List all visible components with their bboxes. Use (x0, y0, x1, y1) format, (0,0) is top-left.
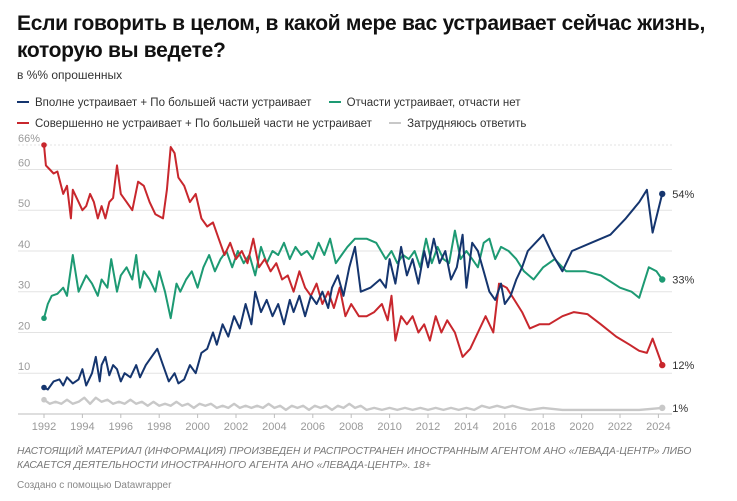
y-tick-label-20: 20 (18, 320, 30, 332)
x-tick-label-2014: 2014 (454, 421, 478, 433)
x-tick-label-2002: 2002 (224, 421, 248, 433)
series-end-point-0 (659, 190, 666, 198)
series-start-point-1 (41, 315, 47, 322)
y-tick-label-30: 30 (18, 280, 30, 292)
legend-label-satisfied: Вполне устраивает + По большей части уст… (35, 97, 312, 109)
series-end-point-2 (659, 361, 666, 369)
series-end-label-1: 33% (672, 275, 694, 287)
series-end-point-1 (659, 276, 666, 283)
legend-label-undecided: Затрудняюсь ответить (407, 118, 527, 130)
series-end-point-3 (659, 404, 666, 412)
legend-swatch-partly (328, 100, 341, 104)
legend-label-dissatisfied: Совершенно не устраивает + По большей ча… (35, 118, 372, 130)
y-axis: 10 20 30 40 50 60 66% (18, 133, 40, 373)
series-end-label-3: 1% (672, 403, 688, 415)
legend-item-dissatisfied: Совершенно не устраивает + По большей ча… (17, 114, 372, 135)
x-tick-label-2016: 2016 (493, 421, 517, 433)
legend-item-satisfied: Вполне устраивает + По большей части уст… (17, 93, 311, 114)
x-axis: 1992 1994 1996 1998 2000 2002 2004 2006 2008 2010… (32, 414, 671, 433)
legend-item-undecided: Затрудняюсь ответить (389, 114, 526, 135)
series-line-2 (43, 144, 664, 367)
x-tick-label-2010: 2010 (377, 421, 401, 433)
y-tick-label-10: 10 (18, 361, 30, 373)
x-tick-label-2006: 2006 (301, 421, 325, 433)
x-tick-label-2008: 2008 (339, 421, 363, 433)
legend-swatch-dissatisfied (17, 121, 29, 125)
chart-legend: Вполне устраивает + По большей части уст… (17, 93, 717, 135)
y-tick-label-50: 50 (18, 198, 30, 210)
series-line-0 (43, 188, 664, 391)
x-tick-label-1992: 1992 (32, 421, 56, 433)
series-start-point-0 (41, 384, 47, 391)
series-lines (42, 144, 664, 412)
credit-text: Создано с помощью Datawrapper (17, 480, 172, 491)
series-start-point-2 (41, 142, 47, 148)
x-tick-label-2020: 2020 (569, 421, 593, 433)
legend-item-partly: Отчасти устраивает, отчасти нет (328, 93, 521, 114)
x-tick-label-2024: 2024 (646, 421, 670, 433)
series-line-1 (43, 229, 664, 320)
x-tick-label-1996: 1996 (109, 421, 133, 433)
x-tick-label-1994: 1994 (70, 421, 94, 433)
y-tick-label-66: 66% (18, 133, 40, 145)
x-tick-label-2004: 2004 (262, 421, 286, 433)
series-line-3 (42, 396, 664, 412)
series-start-point-3 (41, 396, 47, 403)
legend-swatch-satisfied (17, 100, 29, 104)
end-markers: 1% 33% 12% 54% (41, 142, 694, 415)
x-tick-label-1998: 1998 (147, 421, 171, 433)
y-tick-label-60: 60 (18, 157, 30, 169)
x-tick-label-2022: 2022 (608, 421, 632, 433)
grid-lines (18, 144, 672, 415)
legend-swatch-undecided (389, 121, 402, 125)
chart-title: Если говорить в целом, в какой мере вас … (17, 12, 706, 62)
footnote-disclaimer: НАСТОЯЩИЙ МАТЕРИАЛ (ИНФОРМАЦИЯ) ПРОИЗВЕД… (17, 446, 692, 471)
series-end-label-2: 12% (672, 360, 694, 372)
y-tick-label-40: 40 (18, 239, 30, 251)
x-tick-label-2000: 2000 (185, 421, 209, 433)
series-end-label-0: 54% (672, 189, 694, 201)
x-tick-label-2012: 2012 (416, 421, 440, 433)
chart-subtitle: в %% опрошенных (17, 68, 123, 82)
legend-label-partly: Отчасти устраивает, отчасти нет (346, 97, 521, 109)
x-tick-label-2018: 2018 (531, 421, 555, 433)
